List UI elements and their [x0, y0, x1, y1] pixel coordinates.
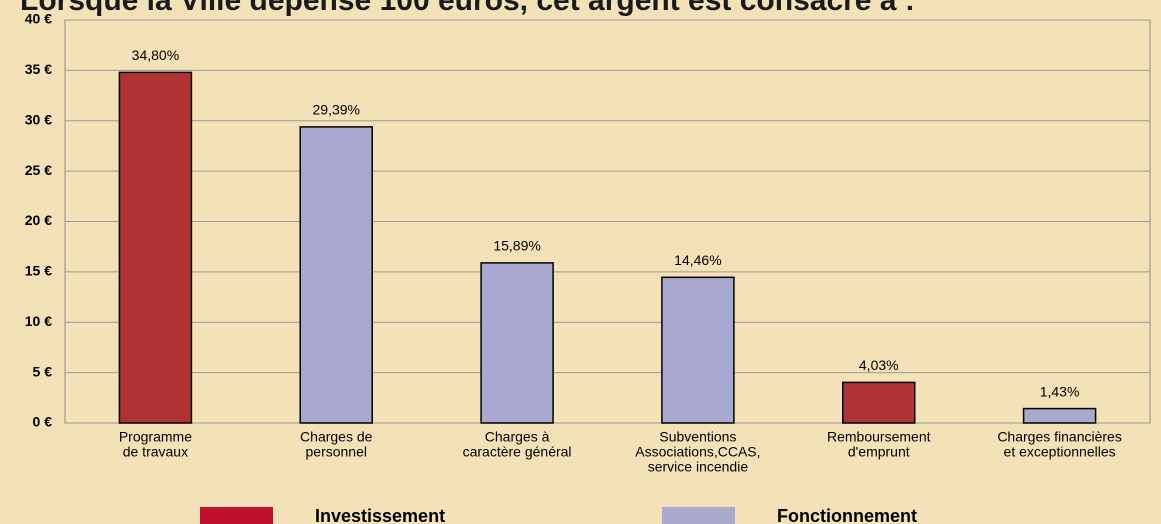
- bar: [661, 276, 735, 424]
- y-tick-label: 35 €: [25, 61, 52, 77]
- x-tick-label: Charges de: [300, 429, 373, 445]
- x-tick-label: Remboursement: [827, 429, 931, 445]
- data-label: 1,43%: [1040, 383, 1080, 399]
- y-tick-label: 10 €: [25, 313, 52, 329]
- y-tick-label: 40 €: [25, 11, 52, 27]
- bar: [480, 262, 554, 424]
- y-tick-label: 25 €: [25, 162, 52, 178]
- x-tick-label: Subventions: [659, 429, 736, 445]
- data-label: 34,80%: [132, 47, 179, 63]
- x-tick-label: de travaux: [123, 444, 188, 460]
- x-tick-label: service incendie: [648, 459, 749, 475]
- legend-swatch: [200, 507, 273, 524]
- x-tick-label: d'emprunt: [848, 444, 910, 460]
- legend-label: Fonctionnement: [777, 506, 917, 524]
- x-tick-label: Associations,CCAS,: [635, 444, 760, 460]
- x-tick-label: caractère général: [463, 444, 572, 460]
- x-tick-label: Charges financières: [997, 429, 1122, 445]
- data-label: 4,03%: [859, 357, 899, 373]
- bar: [842, 381, 916, 424]
- x-tick-label: personnel: [306, 444, 368, 460]
- bar: [299, 126, 373, 424]
- x-tick-label: Programme: [119, 429, 192, 445]
- chart-title: Lorsque la Ville dépense 100 euros, cet …: [20, 0, 915, 17]
- x-tick-label: Charges à: [485, 429, 550, 445]
- bar: [118, 71, 193, 424]
- data-label: 14,46%: [674, 252, 721, 268]
- data-label: 15,89%: [493, 238, 540, 254]
- legend-label: Investissement: [315, 506, 445, 524]
- y-tick-label: 15 €: [25, 263, 52, 279]
- y-tick-label: 5 €: [33, 363, 53, 379]
- legend-swatch: [662, 507, 735, 524]
- bar: [1022, 407, 1097, 424]
- data-label: 29,39%: [313, 102, 360, 118]
- y-tick-label: 20 €: [25, 212, 52, 228]
- y-tick-label: 0 €: [33, 414, 53, 430]
- y-tick-label: 30 €: [25, 111, 52, 127]
- x-tick-label: et exceptionnelles: [1004, 444, 1116, 460]
